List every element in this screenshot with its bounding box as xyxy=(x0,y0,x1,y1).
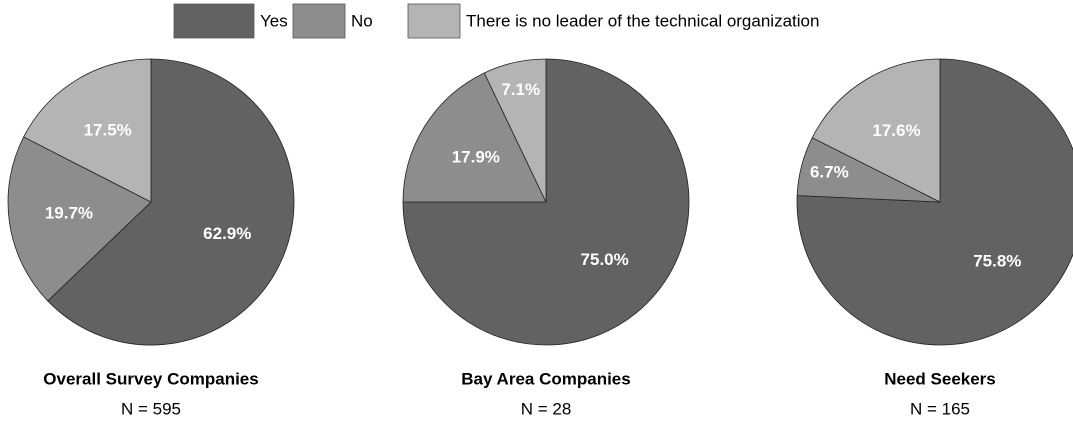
value-label: 62.9% xyxy=(203,224,251,243)
pie-title: Bay Area Companies xyxy=(461,369,630,388)
value-label: 19.7% xyxy=(45,204,93,223)
legend-swatch xyxy=(292,3,346,39)
legend-swatch xyxy=(173,3,255,39)
legend-label: There is no leader of the technical orga… xyxy=(466,11,819,30)
value-label: 17.6% xyxy=(872,121,920,140)
pie-slice xyxy=(811,58,941,203)
legend-swatch xyxy=(407,3,461,39)
value-label: 7.1% xyxy=(501,80,540,99)
value-label: 75.0% xyxy=(581,250,629,269)
value-label: 6.7% xyxy=(810,163,849,182)
pie-title: Overall Survey Companies xyxy=(43,369,258,388)
value-label: 17.5% xyxy=(84,121,132,140)
pie-subtitle: N = 595 xyxy=(121,399,181,418)
pie-subtitle: N = 165 xyxy=(910,399,970,418)
pie-slice xyxy=(7,136,152,302)
pie-subtitle: N = 28 xyxy=(521,399,572,418)
value-label: 75.8% xyxy=(973,251,1021,270)
legend-label: No xyxy=(351,11,373,30)
pie-slice xyxy=(47,58,295,346)
pie-slice xyxy=(402,72,547,203)
value-label: 17.9% xyxy=(452,147,500,166)
legend-label: Yes xyxy=(260,11,288,30)
pie-slice xyxy=(483,58,547,203)
pie-title: Need Seekers xyxy=(884,369,996,388)
pie-slice xyxy=(23,58,152,203)
pie-slice xyxy=(402,58,690,346)
